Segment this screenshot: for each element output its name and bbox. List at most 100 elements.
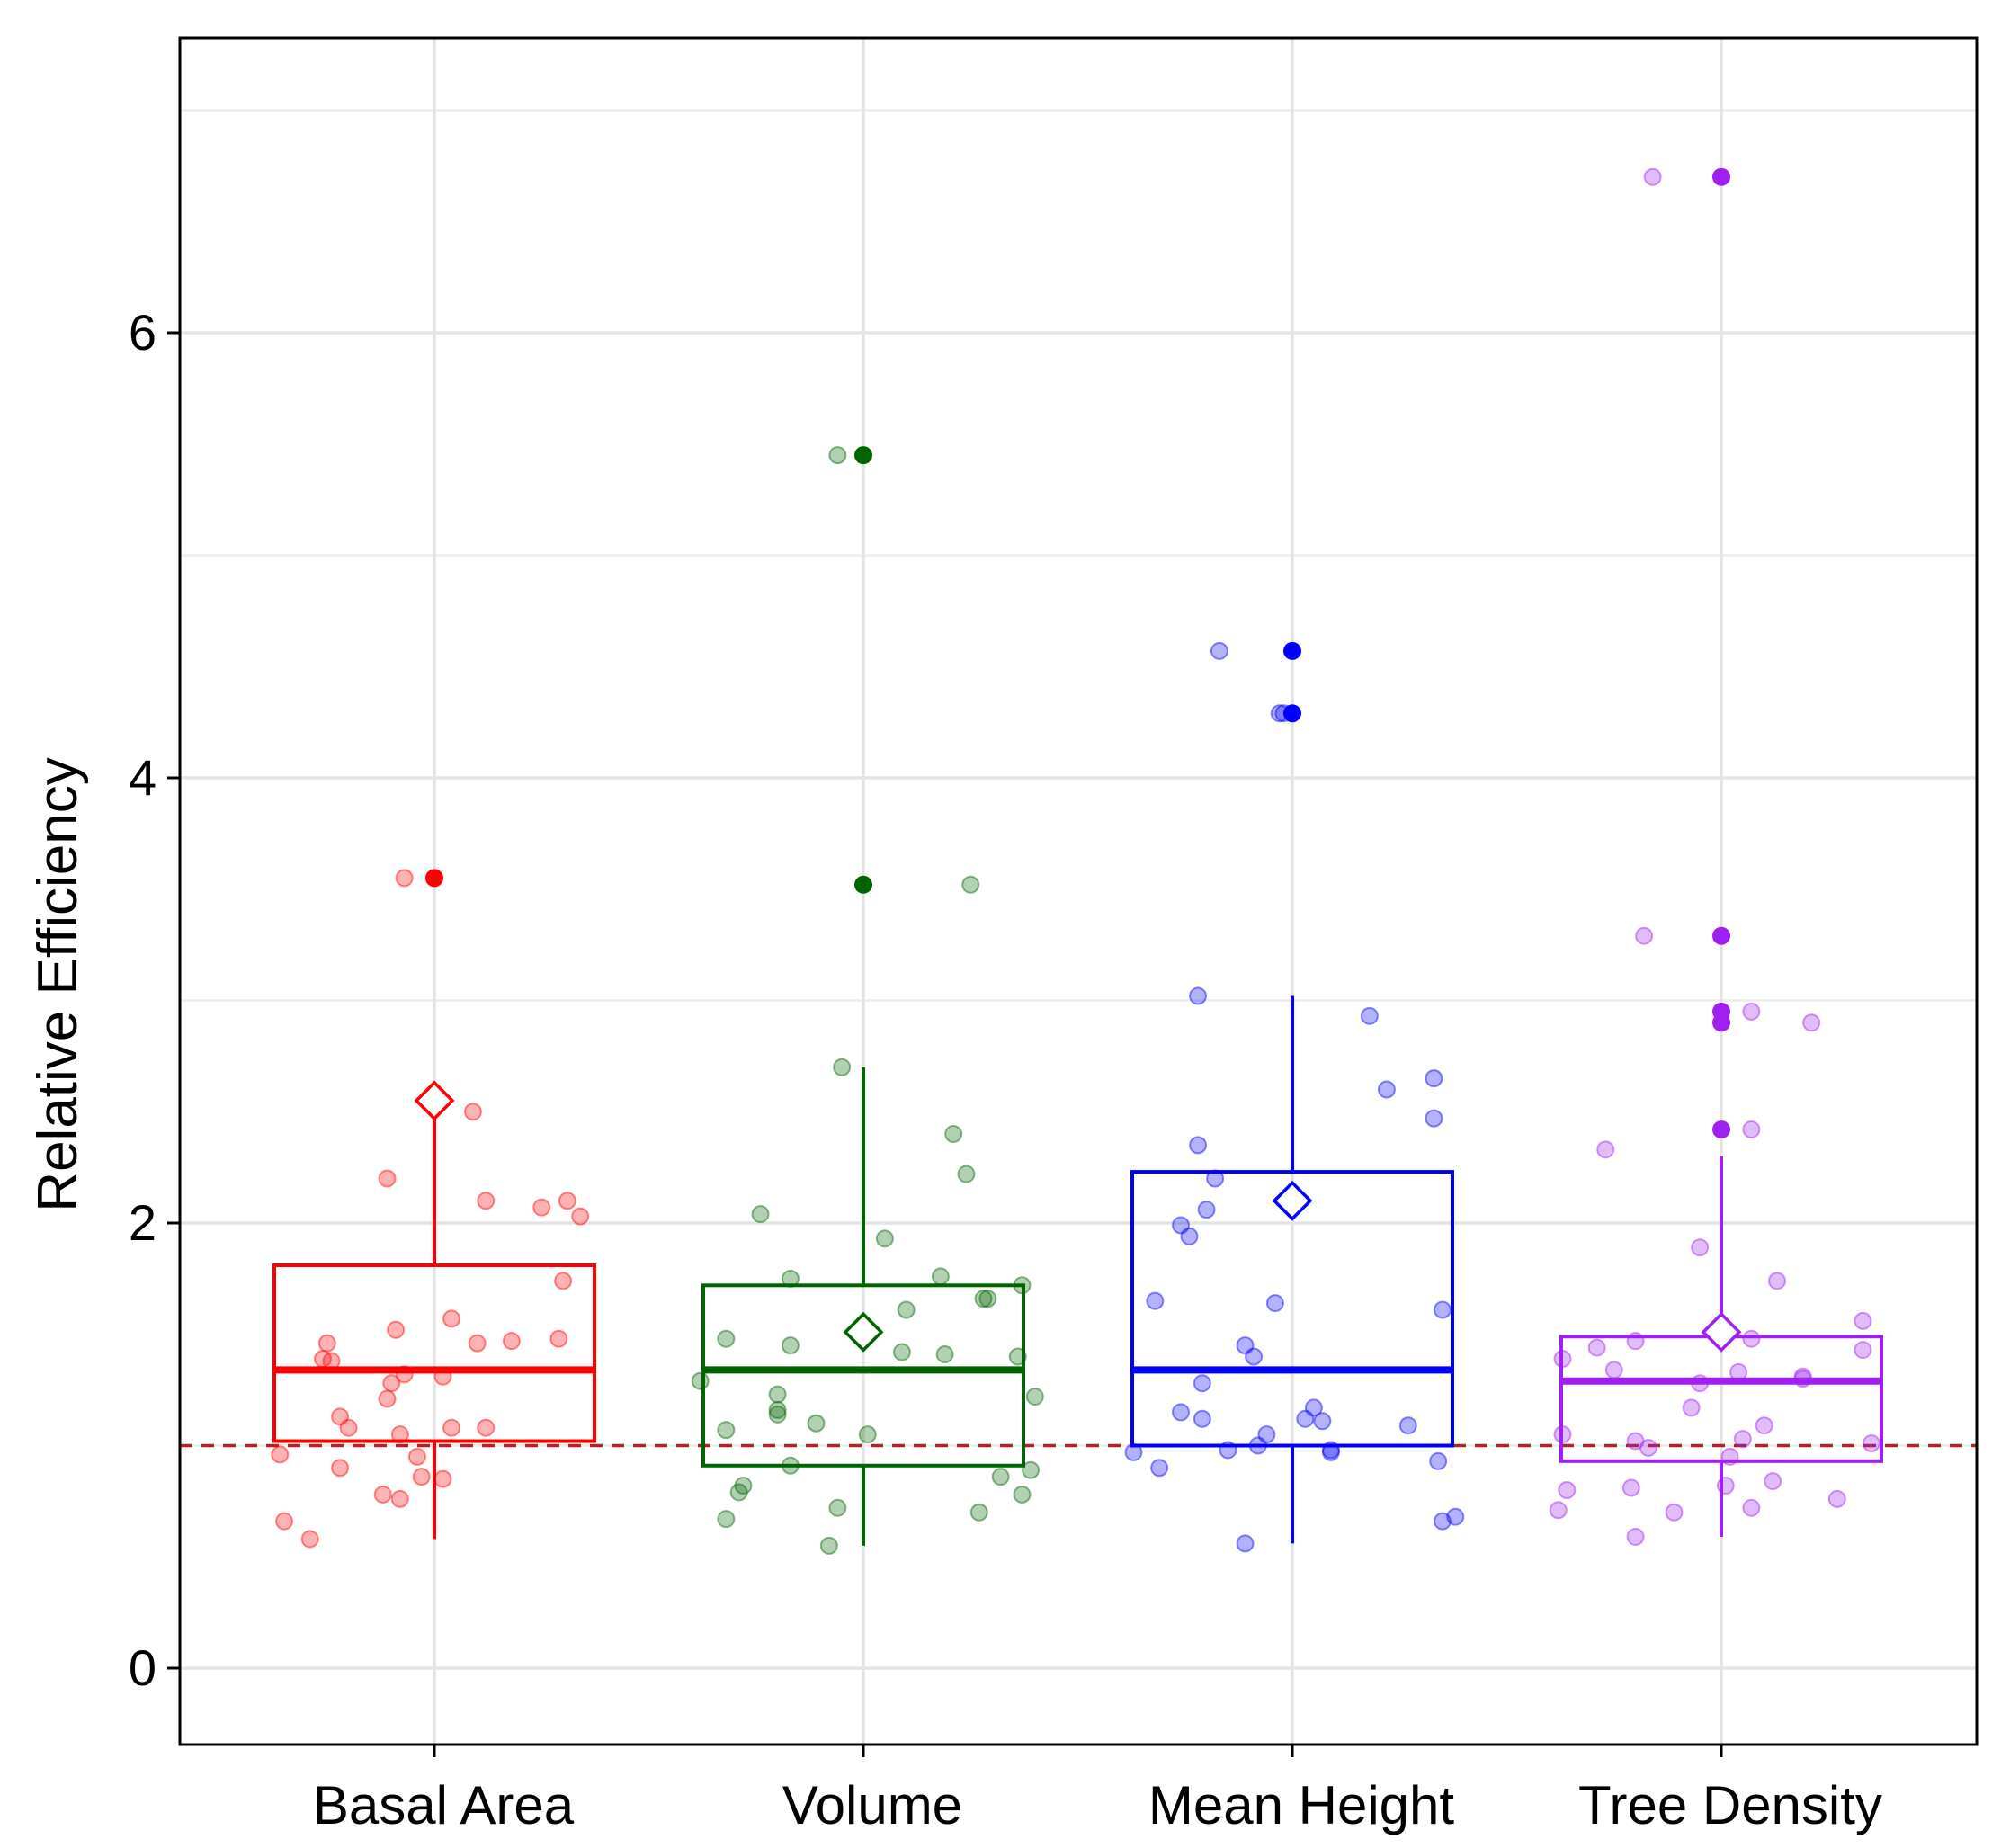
jitter-point: [1210, 641, 1228, 660]
jitter-point: [1296, 1409, 1315, 1428]
jitter-point: [571, 1207, 590, 1226]
jitter-point: [1171, 1403, 1190, 1422]
y-axis-title: Relative Efficiency: [27, 757, 89, 1211]
jitter-point: [957, 1165, 976, 1183]
jitter-point: [433, 1469, 452, 1488]
jitter-point: [1257, 1425, 1276, 1444]
jitter-point: [1245, 1347, 1264, 1366]
jitter-point: [463, 1103, 482, 1121]
outlier-point: [854, 875, 872, 894]
jitter-point: [407, 1447, 426, 1466]
jitter-point: [468, 1334, 487, 1353]
jitter-point: [1265, 1294, 1284, 1313]
jitter-point: [502, 1332, 521, 1351]
jitter-point: [1446, 1507, 1465, 1526]
jitter-point: [442, 1418, 461, 1437]
plot-panel-border: [178, 36, 1979, 1746]
jitter-point: [1621, 1478, 1640, 1497]
jitter-point: [1755, 1416, 1773, 1435]
box: [1130, 1170, 1454, 1448]
x-tick-label: Volume: [782, 1775, 962, 1835]
jitter-point: [373, 1485, 392, 1504]
jitter-point: [1429, 1451, 1448, 1470]
jitter-point: [1189, 1136, 1208, 1155]
jitter-point: [1691, 1238, 1710, 1257]
jitter-point: [300, 1530, 319, 1549]
jitter-point: [819, 1536, 838, 1555]
jitter-point: [1236, 1534, 1255, 1553]
jitter-point: [1854, 1341, 1872, 1360]
jitter-point: [1643, 167, 1662, 186]
jitter-point: [1150, 1459, 1169, 1478]
y-tick-label: 4: [129, 749, 156, 806]
jitter-point: [768, 1405, 787, 1424]
jitter-point: [717, 1421, 736, 1440]
mean-marker: [1701, 1311, 1742, 1353]
jitter-point: [1604, 1361, 1623, 1379]
jitter-point: [1558, 1481, 1577, 1499]
jitter-point: [1827, 1489, 1846, 1508]
grid-lines: [180, 38, 1977, 1745]
jitter-point: [271, 1445, 290, 1464]
outlier-point: [1283, 704, 1301, 723]
x-tick-label: Tree Density: [1578, 1775, 1882, 1835]
jitter-point: [554, 1272, 573, 1290]
jitter-point: [1665, 1503, 1684, 1522]
jitter-points: [271, 167, 1880, 1555]
jitter-point: [382, 1374, 401, 1393]
jitter-point: [1171, 1216, 1190, 1235]
jitter-point: [717, 1329, 736, 1348]
jitter-point: [1764, 1472, 1782, 1491]
jitter-point: [532, 1198, 551, 1217]
jitter-point: [931, 1267, 950, 1286]
jitter-point: [1626, 1527, 1645, 1546]
jitter-point: [1193, 1409, 1211, 1428]
y-tick-label: 6: [129, 304, 156, 361]
outlier-point: [854, 446, 872, 465]
jitter-point: [378, 1389, 397, 1408]
y-tick-label: 2: [129, 1194, 156, 1251]
outlier-point: [1712, 167, 1730, 186]
jitter-point: [1742, 1329, 1761, 1348]
jitter-point: [1635, 926, 1654, 945]
jitter-point: [387, 1320, 406, 1339]
jitter-point: [1733, 1430, 1752, 1449]
jitter-point: [1304, 1398, 1323, 1417]
jitter-point: [858, 1425, 877, 1444]
jitter-point: [442, 1309, 461, 1328]
jitter-point: [935, 1345, 954, 1364]
jitter-point: [378, 1169, 397, 1188]
mean-markers: [414, 1080, 1742, 1353]
jitter-point: [828, 446, 847, 465]
y-tick-label: 0: [129, 1639, 156, 1696]
mean-marker: [414, 1080, 455, 1121]
jitter-point: [717, 1510, 736, 1529]
jitter-point: [558, 1192, 576, 1210]
jitter-point: [1146, 1291, 1165, 1310]
jitter-point: [331, 1407, 350, 1426]
jitter-point: [1398, 1416, 1417, 1435]
jitter-point: [1025, 1388, 1044, 1406]
jitter-point: [1236, 1336, 1255, 1355]
jitter-point: [1022, 1460, 1041, 1479]
jitter-point: [1742, 1120, 1761, 1139]
jitter-point: [390, 1489, 409, 1508]
jitter-point: [1180, 1227, 1199, 1245]
outlier-point: [1283, 641, 1301, 660]
jitter-point: [1193, 1374, 1211, 1393]
jitter-point: [1433, 1300, 1452, 1319]
x-tick-label: Basal Area: [313, 1775, 575, 1835]
jitter-point: [1425, 1069, 1443, 1088]
jitter-point: [1360, 1006, 1379, 1025]
jitter-point: [1682, 1398, 1701, 1417]
outlier-point: [1712, 1013, 1730, 1032]
jitter-point: [875, 1229, 894, 1248]
mean-marker: [1272, 1180, 1313, 1221]
jitter-point: [1596, 1140, 1615, 1159]
box: [701, 1283, 1025, 1468]
jitter-point: [1742, 1002, 1761, 1021]
jitter-point: [768, 1385, 787, 1404]
outlier-points: [425, 167, 1730, 1139]
jitter-point: [275, 1512, 294, 1531]
